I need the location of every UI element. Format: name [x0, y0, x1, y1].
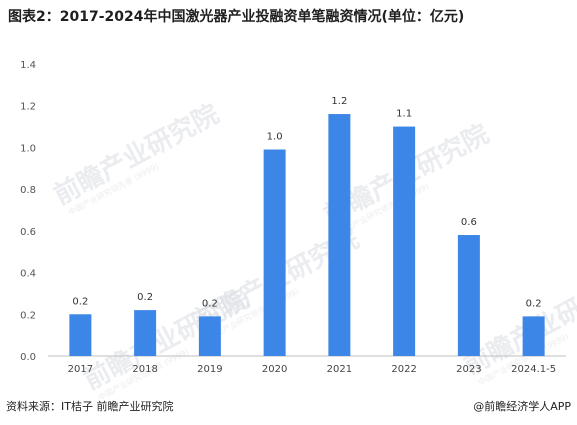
- brand-label: @前瞻经济学人APP: [473, 400, 571, 413]
- x-tick-label-2018: 2018: [132, 364, 157, 375]
- x-tick-label-2024.1-5: 2024.1-5: [511, 364, 556, 375]
- bar-2018: [134, 310, 157, 356]
- data-label-2023: 0.6: [461, 217, 477, 228]
- data-label-2017: 0.2: [72, 296, 88, 307]
- data-label-2021: 1.2: [331, 96, 347, 107]
- data-label-2018: 0.2: [137, 292, 153, 303]
- x-tick-label-2023: 2023: [456, 364, 481, 375]
- data-labels: 0.2 0.2 0.2 1.0 1.2 1.1 0.6 0.2: [72, 96, 541, 309]
- y-tick-label: 0.8: [20, 185, 36, 196]
- data-label-2024.1-5: 0.2: [526, 298, 542, 309]
- watermark-text: 前瞻产业研究院: [49, 98, 224, 211]
- x-tick-label-2019: 2019: [197, 364, 222, 375]
- bar-2022: [393, 126, 416, 356]
- bar-2024.1-5: [522, 316, 545, 356]
- footer: 资料来源：IT桔子 前瞻产业研究院 @前瞻经济学人APP: [6, 398, 571, 414]
- y-tick-label: 0.0: [20, 352, 36, 363]
- x-tick-label-2022: 2022: [391, 364, 416, 375]
- bar-2019: [198, 316, 221, 356]
- data-label-2019: 0.2: [202, 298, 218, 309]
- bar-2017: [69, 314, 92, 356]
- y-tick-label: 1.2: [20, 102, 36, 113]
- x-tick-label-2017: 2017: [68, 364, 93, 375]
- y-tick-label: 0.4: [20, 269, 36, 280]
- data-label-2020: 1.0: [267, 132, 283, 143]
- x-tick-label-2021: 2021: [327, 364, 352, 375]
- bar-2021: [328, 114, 351, 356]
- bar-2023: [457, 235, 480, 356]
- bar-2020: [263, 149, 286, 356]
- data-label-2022: 1.1: [396, 109, 412, 120]
- y-tick-label: 1.4: [20, 60, 36, 71]
- chart-title: 图表2：2017-2024年中国激光器产业投融资单笔融资情况(单位：亿元): [8, 9, 465, 25]
- y-tick-label: 1.0: [20, 143, 36, 154]
- source-note: 资料来源：IT桔子 前瞻产业研究院: [6, 400, 174, 413]
- y-axis-ticks: 0.0 0.2 0.4 0.6 0.8 1.0 1.2 1.4: [20, 60, 36, 363]
- x-axis-ticks: 2017 2018 2019 2020 2021 2022 2023 2024.1-5: [68, 364, 556, 375]
- bars: [69, 114, 545, 356]
- x-tick-label-2020: 2020: [262, 364, 287, 375]
- y-tick-label: 0.2: [20, 310, 36, 321]
- y-tick-label: 0.6: [20, 227, 36, 238]
